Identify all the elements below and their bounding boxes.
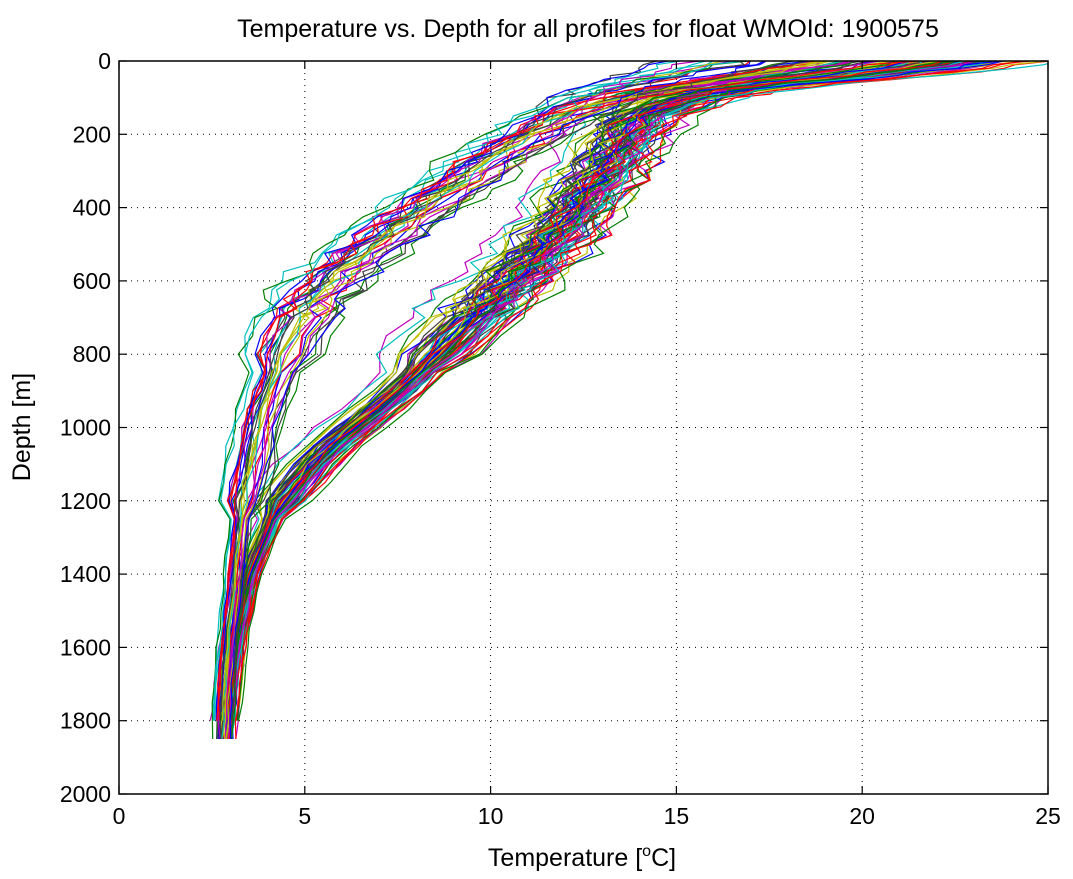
profile-lines	[209, 61, 1048, 740]
profile-line	[217, 61, 827, 721]
profile-line	[222, 61, 830, 721]
x-axis-label-superscript: o	[642, 843, 651, 860]
profile-line	[222, 61, 880, 721]
x-tick-label: 10	[478, 803, 504, 829]
profile-line	[221, 61, 889, 721]
profile-line	[224, 61, 907, 740]
profile-line	[219, 61, 841, 740]
profile-line	[234, 61, 1023, 740]
profile-line	[231, 61, 854, 740]
x-axis-label-main: Temperature [	[488, 844, 642, 872]
profile-line	[228, 61, 854, 721]
profile-line	[218, 61, 912, 740]
profile-line	[228, 61, 803, 721]
x-axis-ticks: 0 5 10 15 20 25	[113, 61, 1061, 829]
y-tick-label: 1000	[60, 415, 111, 441]
profile-line	[226, 61, 1002, 721]
profile-line	[224, 61, 751, 721]
profile-line	[211, 61, 749, 740]
y-tick-label: 600	[73, 268, 111, 294]
profile-line	[209, 61, 855, 721]
profile-line	[222, 61, 1031, 740]
x-tick-label: 25	[1035, 803, 1061, 829]
profile-line	[228, 61, 867, 721]
profile-line	[235, 61, 889, 721]
x-tick-label: 5	[298, 803, 311, 829]
profile-line	[219, 61, 812, 721]
profile-line	[229, 61, 767, 740]
profile-line	[219, 61, 862, 721]
profile-line	[226, 61, 843, 721]
profile-line	[231, 61, 908, 721]
profile-line	[214, 61, 844, 721]
profile-line	[225, 61, 809, 721]
y-axis-label: Depth [m]	[8, 373, 36, 481]
profile-line	[226, 61, 910, 721]
y-tick-label: 1400	[60, 561, 111, 587]
profile-line	[221, 61, 958, 721]
profile-line	[219, 61, 746, 740]
profile-line	[226, 61, 1026, 740]
profile-line	[219, 61, 894, 740]
grid-lines	[119, 61, 1048, 794]
profile-line	[222, 61, 874, 740]
x-axis-label-unit: C]	[651, 844, 676, 872]
x-tick-label: 15	[664, 803, 690, 829]
profile-line	[229, 61, 841, 721]
profile-line	[232, 61, 943, 721]
y-tick-label: 400	[73, 195, 111, 221]
profile-line	[234, 62, 1048, 721]
profile-line	[215, 61, 669, 721]
profile-line	[220, 61, 846, 740]
profile-line	[218, 61, 868, 740]
profile-line	[230, 61, 794, 721]
profile-line	[217, 61, 816, 740]
profile-line	[217, 61, 871, 740]
profile-line	[229, 61, 881, 740]
profile-line	[224, 61, 848, 740]
profile-line	[227, 61, 961, 721]
x-axis-label: Temperature [oC]	[488, 843, 676, 872]
y-tick-label: 200	[73, 121, 111, 147]
profile-line	[213, 61, 745, 721]
x-tick-label: 0	[113, 803, 126, 829]
profile-line	[216, 61, 918, 721]
y-tick-label: 0	[98, 48, 111, 74]
y-tick-label: 1800	[60, 708, 111, 734]
profile-line	[225, 61, 700, 721]
profile-line	[229, 61, 888, 721]
profile-line	[225, 61, 897, 740]
chart-title: Temperature vs. Depth for all profiles f…	[237, 15, 939, 43]
x-tick-label: 20	[849, 803, 875, 829]
profile-line	[220, 61, 843, 721]
profile-line	[218, 61, 815, 721]
profile-line	[221, 61, 931, 740]
profile-line	[223, 61, 917, 721]
profile-line	[225, 61, 943, 721]
y-tick-label: 1600	[60, 634, 111, 660]
y-tick-label: 2000	[60, 781, 111, 807]
profile-line	[228, 61, 944, 740]
profile-line	[221, 61, 835, 740]
profile-line	[224, 61, 912, 721]
y-tick-label: 800	[73, 341, 111, 367]
profile-line	[225, 61, 939, 740]
profile-line	[229, 61, 792, 740]
profile-line	[228, 61, 908, 740]
y-axis-ticks: 0 200 400 600 800 1000 1200 1400 1600 1800 2000	[60, 48, 1048, 807]
y-tick-label: 1200	[60, 488, 111, 514]
